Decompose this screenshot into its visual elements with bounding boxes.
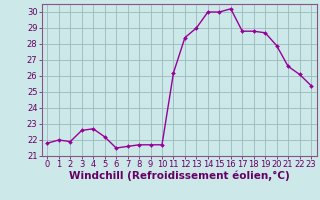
X-axis label: Windchill (Refroidissement éolien,°C): Windchill (Refroidissement éolien,°C) [69, 171, 290, 181]
